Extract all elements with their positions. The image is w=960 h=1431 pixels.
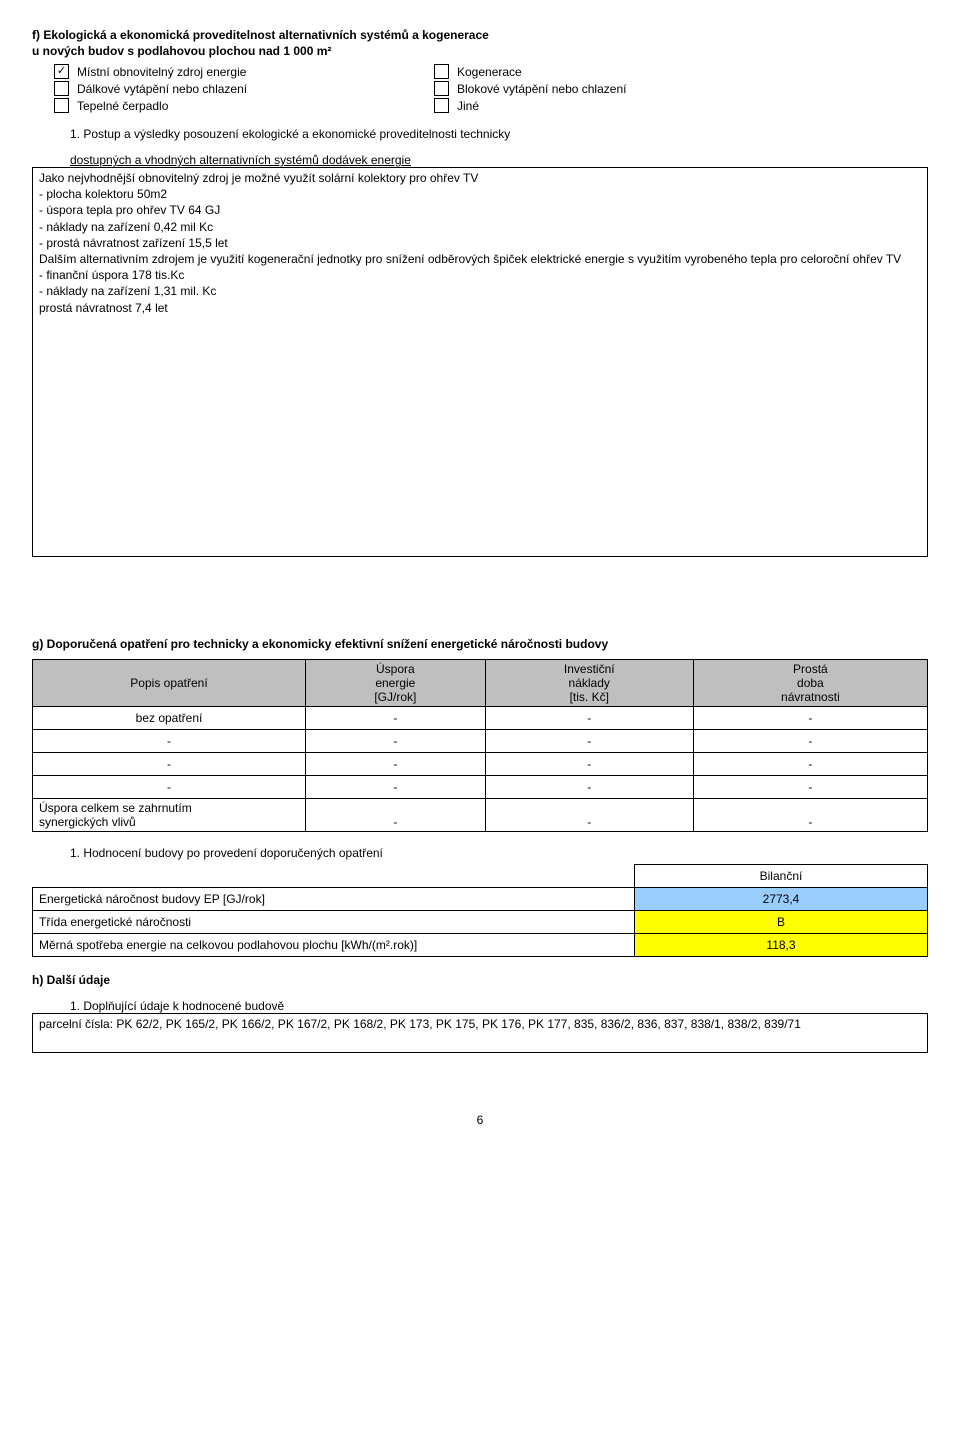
section-f-title-line1: f) Ekologická a ekonomická proveditelnos… [32, 28, 928, 42]
page-number: 6 [32, 1113, 928, 1127]
section-g-title: g) Doporučená opatření pro technicky a e… [32, 637, 928, 651]
checkbox-mistni[interactable]: ✓ Místní obnovitelný zdroj energie [32, 64, 412, 79]
th-popis: Popis opatření [33, 660, 306, 707]
f-body-line: Jako nejvhodnější obnovitelný zdroj je m… [39, 170, 921, 186]
eval-table: Bilanční Energetická náročnost budovy EP… [32, 864, 928, 957]
checkbox-label: Místní obnovitelný zdroj energie [77, 65, 246, 79]
checkbox-label: Kogenerace [457, 65, 522, 79]
checkbox-grid: ✓ Místní obnovitelný zdroj energie Kogen… [32, 64, 928, 113]
f-body-line: - náklady na zařízení 1,31 mil. Kc [39, 283, 921, 299]
section-h-subhead: 1. Doplňující údaje k hodnocené budově [70, 999, 928, 1013]
table-row: Energetická náročnost budovy EP [GJ/rok]… [33, 888, 928, 911]
f-body-line: prostá návratnost 7,4 let [39, 300, 921, 316]
f-body-line: - náklady na zařízení 0,42 mil Kc [39, 219, 921, 235]
section-h-title: h) Další údaje [32, 973, 928, 987]
checkbox-icon [434, 98, 449, 113]
checkbox-icon [54, 98, 69, 113]
table-row-sum: Úspora celkem se zahrnutím synergických … [33, 799, 928, 832]
checkbox-label: Tepelné čerpadlo [77, 99, 168, 113]
f-body-line: - finanční úspora 178 tis.Kc [39, 267, 921, 283]
checkbox-icon [434, 81, 449, 96]
checkbox-icon [434, 64, 449, 79]
checkbox-label: Dálkové vytápění nebo chlazení [77, 82, 247, 96]
section-f-subhead: 1. Postup a výsledky posouzení ekologick… [70, 127, 928, 141]
f-body-line: - úspora tepla pro ohřev TV 64 GJ [39, 202, 921, 218]
checkbox-jine[interactable]: Jiné [412, 98, 792, 113]
section-h-textbox: parcelní čísla: PK 62/2, PK 165/2, PK 16… [32, 1013, 928, 1053]
checkbox-icon: ✓ [54, 64, 69, 79]
checkbox-dalkove[interactable]: Dálkové vytápění nebo chlazení [32, 81, 412, 96]
f-body-line: - prostá návratnost zařízení 15,5 let [39, 235, 921, 251]
section-g-eval-heading: 1. Hodnocení budovy po provedení doporuč… [70, 846, 928, 860]
table-row: - - - - [33, 730, 928, 753]
table-row: - - - - [33, 776, 928, 799]
eval-col-head: Bilanční [635, 865, 928, 888]
checkbox-blokove[interactable]: Blokové vytápění nebo chlazení [412, 81, 792, 96]
table-row: Měrná spotřeba energie na celkovou podla… [33, 934, 928, 957]
section-f-title-line2: u nových budov s podlahovou plochou nad … [32, 44, 928, 58]
section-f-textbox: Jako nejvhodnější obnovitelný zdroj je m… [32, 167, 928, 557]
opatreni-table: Popis opatření Úspora energie [GJ/rok] I… [32, 659, 928, 832]
th-investicni: Investiční náklady [tis. Kč] [485, 660, 693, 707]
checkbox-label: Blokové vytápění nebo chlazení [457, 82, 626, 96]
table-row: - - - - [33, 753, 928, 776]
checkbox-icon [54, 81, 69, 96]
checkbox-tepelne[interactable]: Tepelné čerpadlo [32, 98, 412, 113]
table-row: bez opatření - - - [33, 707, 928, 730]
section-f-subhead-line2: dostupných a vhodných alternativních sys… [70, 153, 928, 167]
th-prosta: Prostá doba návratnosti [693, 660, 927, 707]
f-body-line: Dalším alternativním zdrojem je využití … [39, 251, 921, 267]
checkbox-kogenerace[interactable]: Kogenerace [412, 64, 792, 79]
th-uspora: Úspora energie [GJ/rok] [306, 660, 486, 707]
f-body-line: - plocha kolektoru 50m2 [39, 186, 921, 202]
table-row: Třída energetické náročnosti B [33, 911, 928, 934]
checkbox-label: Jiné [457, 99, 479, 113]
